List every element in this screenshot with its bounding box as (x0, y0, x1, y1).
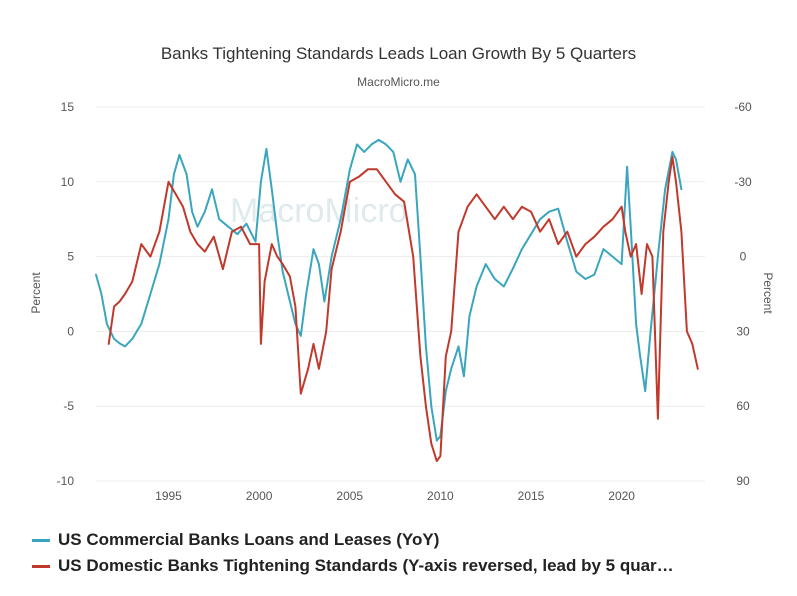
y-tick-left: 15 (61, 100, 75, 114)
x-axis: 1995 2000 2005 2010 2015 2020 (155, 489, 635, 503)
series-line-loans[interactable] (95, 138, 683, 442)
chart-subtitle: MacroMicro.me (357, 75, 440, 89)
legend-item-loans[interactable]: US Commercial Banks Loans and Leases (Yo… (32, 530, 792, 550)
legend-label-loans: US Commercial Banks Loans and Leases (Yo… (58, 530, 440, 549)
legend-swatch-loans (32, 538, 50, 542)
series-layer (95, 138, 699, 463)
y-tick-right: -60 (734, 100, 752, 114)
x-tick: 2000 (246, 489, 273, 503)
y-axis-left-label: Percent (29, 272, 43, 314)
x-tick: 2005 (336, 489, 363, 503)
y-axis-right-label: Percent (761, 272, 775, 314)
y-tick-left: 10 (61, 175, 75, 189)
x-tick: 1995 (155, 489, 182, 503)
series-line-tightening[interactable] (107, 155, 699, 463)
legend-item-tightening[interactable]: US Domestic Banks Tightening Standards (… (32, 556, 792, 576)
y-axis-right: -60 -30 0 30 60 90 (734, 100, 752, 488)
y-tick-left: -5 (63, 399, 74, 413)
chart-title: Banks Tightening Standards Leads Loan Gr… (160, 44, 637, 63)
gridlines (96, 106, 705, 482)
x-tick: 2010 (427, 489, 454, 503)
legend-swatch-tightening (32, 564, 50, 568)
y-tick-left: -10 (57, 474, 75, 488)
y-tick-right: 90 (736, 474, 750, 488)
y-tick-right: 0 (740, 250, 747, 264)
y-axis-left: 15 10 5 0 -5 -10 (57, 100, 75, 488)
y-tick-right: -30 (734, 175, 752, 189)
legend-label-tightening: US Domestic Banks Tightening Standards (… (58, 556, 674, 575)
y-tick-left: 5 (67, 250, 74, 264)
x-tick: 2015 (518, 489, 545, 503)
y-tick-left: 0 (67, 324, 74, 338)
y-tick-right: 60 (736, 399, 750, 413)
x-tick: 2020 (608, 489, 635, 503)
y-tick-right: 30 (736, 324, 750, 338)
